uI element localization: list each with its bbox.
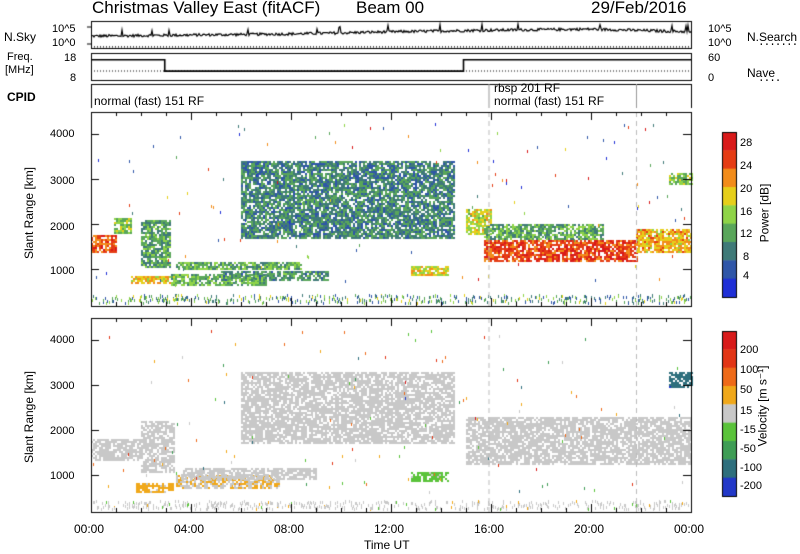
station-title: Christmas Valley East (fitACF) [92, 0, 321, 17]
cpid-segment-2: rbsp 201 RF [494, 81, 561, 95]
freq-label-line1: Freq. [7, 51, 33, 63]
nsearch-tick-top: 10^5 [708, 23, 732, 35]
power-colorbar-label: Power [dB] [757, 183, 772, 243]
beam-title: Beam 00 [356, 0, 425, 17]
power-cbar-tick: 24 [740, 160, 753, 172]
xtick: 20:00 [574, 522, 605, 536]
nave-dotted-legend: .... [758, 73, 781, 85]
cpid-segment-1: normal (fast) 151 RF [94, 94, 205, 108]
power-cbar-tick: 16 [740, 206, 753, 218]
velocity-cbar-tick: -200 [740, 480, 763, 492]
xtick: 16:00 [474, 522, 505, 536]
power-cbar-tick: 20 [740, 183, 753, 195]
cpid-label: CPID [7, 90, 36, 104]
nsearch-label: N.Search [747, 30, 798, 44]
velocity-colorbar-label: Velocity [m s⁻¹] [755, 365, 770, 447]
power-ytick: 2000 [50, 221, 75, 233]
velocity-cbar-tick: 15 [740, 405, 753, 417]
xtick: 04:00 [174, 522, 205, 536]
nsearch-tick-bottom: 10^0 [708, 37, 732, 49]
velocity-cbar-tick: 100 [740, 364, 759, 376]
nave-label: Nave [747, 66, 776, 80]
power-ylabel: Slant Range [km] [22, 166, 37, 260]
nsky-label: N.Sky [4, 30, 37, 44]
velocity-cbar-tick: -15 [740, 424, 756, 436]
nave-tick-top: 60 [708, 52, 721, 64]
power-ytick: 3000 [50, 175, 75, 187]
cpid-segment-3: normal (fast) 151 RF [494, 94, 605, 108]
power-ytick: 4000 [50, 128, 75, 140]
velocity-ytick: 1000 [50, 470, 75, 482]
velocity-cbar-tick: -50 [740, 443, 756, 455]
power-cbar-tick: 28 [740, 137, 753, 149]
velocity-ytick: 4000 [50, 334, 75, 346]
freq-tick-bottom: 8 [70, 72, 77, 84]
xtick: 08:00 [274, 522, 305, 536]
velocity-ytick: 3000 [50, 380, 75, 392]
nsky-tick-bottom: 10^0 [52, 37, 76, 49]
freq-label-line2: [MHz] [5, 64, 34, 76]
power-cbar-tick: 4 [743, 270, 750, 282]
xaxis-label: Time UT [364, 538, 410, 552]
date-title: 29/Feb/2016 [591, 0, 687, 17]
velocity-cbar-tick: -100 [740, 462, 763, 474]
xtick: 00:00 [674, 522, 705, 536]
nave-tick-bottom: 0 [708, 72, 715, 84]
nsearch-dotted-legend: ....... [758, 37, 798, 49]
xtick: 12:00 [374, 522, 405, 536]
xtick: 00:00 [74, 522, 105, 536]
velocity-cbar-tick: 50 [740, 384, 753, 396]
velocity-cbar-tick: 200 [740, 344, 759, 356]
power-cbar-tick: 8 [743, 251, 750, 263]
velocity-ytick: 2000 [50, 425, 75, 437]
nsky-tick-top: 10^5 [52, 23, 76, 35]
power-ytick: 1000 [50, 265, 75, 277]
velocity-ylabel: Slant Range [km] [22, 370, 37, 464]
power-cbar-tick: 12 [740, 228, 753, 240]
freq-tick-top: 18 [64, 52, 77, 64]
